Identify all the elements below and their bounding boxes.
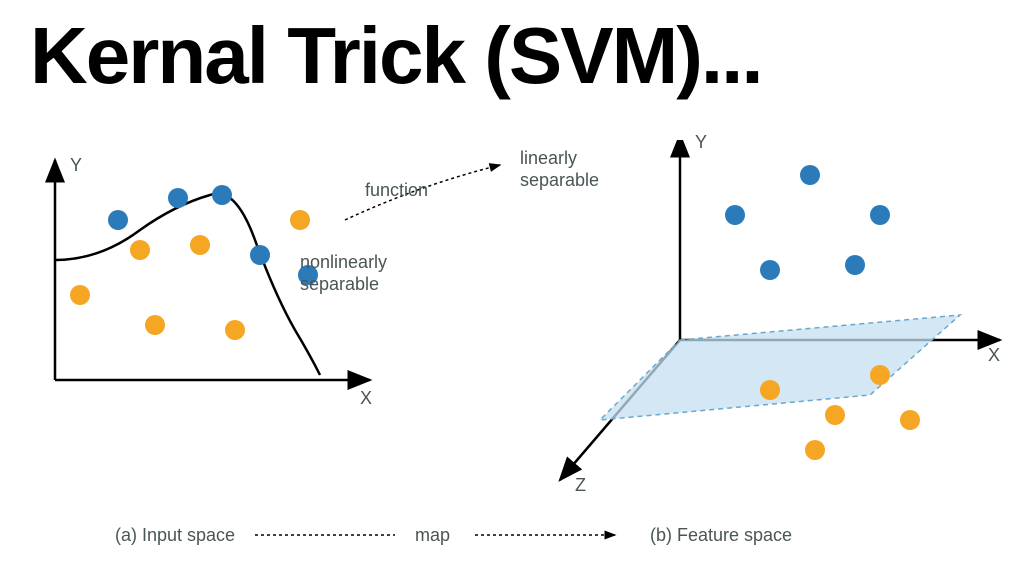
- data-point: [900, 410, 920, 430]
- nonlinearly-separable-label: nonlinearly separable: [300, 252, 387, 295]
- data-point: [800, 165, 820, 185]
- function-label: function: [365, 180, 428, 201]
- data-point: [825, 405, 845, 425]
- data-point: [250, 245, 270, 265]
- separating-plane: [600, 315, 960, 420]
- data-point: [145, 315, 165, 335]
- data-point: [290, 210, 310, 230]
- data-point: [725, 205, 745, 225]
- data-point: [108, 210, 128, 230]
- right-x-axis-label: X: [988, 345, 1000, 366]
- data-point: [212, 185, 232, 205]
- data-point: [190, 235, 210, 255]
- diagram-container: Y X nonlinearly separable function linea…: [0, 140, 1024, 576]
- right-y-axis-label: Y: [695, 132, 707, 153]
- page-title: Kernal Trick (SVM)...: [30, 10, 762, 102]
- left-blue-dots: [108, 185, 318, 285]
- right-z-axis-label: Z: [575, 475, 586, 496]
- data-point: [805, 440, 825, 460]
- data-point: [760, 380, 780, 400]
- linearly-separable-label: linearly separable: [520, 148, 599, 191]
- nonlinear-boundary-curve: [55, 193, 320, 375]
- data-point: [760, 260, 780, 280]
- data-point: [870, 205, 890, 225]
- right-blue-dots: [725, 165, 890, 280]
- left-x-axis-label: X: [360, 388, 372, 409]
- data-point: [130, 240, 150, 260]
- right-chart: [560, 140, 1000, 480]
- data-point: [870, 365, 890, 385]
- caption-input-space: (a) Input space: [115, 525, 235, 546]
- data-point: [70, 285, 90, 305]
- data-point: [845, 255, 865, 275]
- left-y-axis-label: Y: [70, 155, 82, 176]
- kernel-trick-diagram: [0, 140, 1024, 576]
- caption-feature-space: (b) Feature space: [650, 525, 792, 546]
- data-point: [225, 320, 245, 340]
- data-point: [168, 188, 188, 208]
- left-orange-dots: [70, 210, 310, 340]
- map-label: map: [415, 525, 450, 546]
